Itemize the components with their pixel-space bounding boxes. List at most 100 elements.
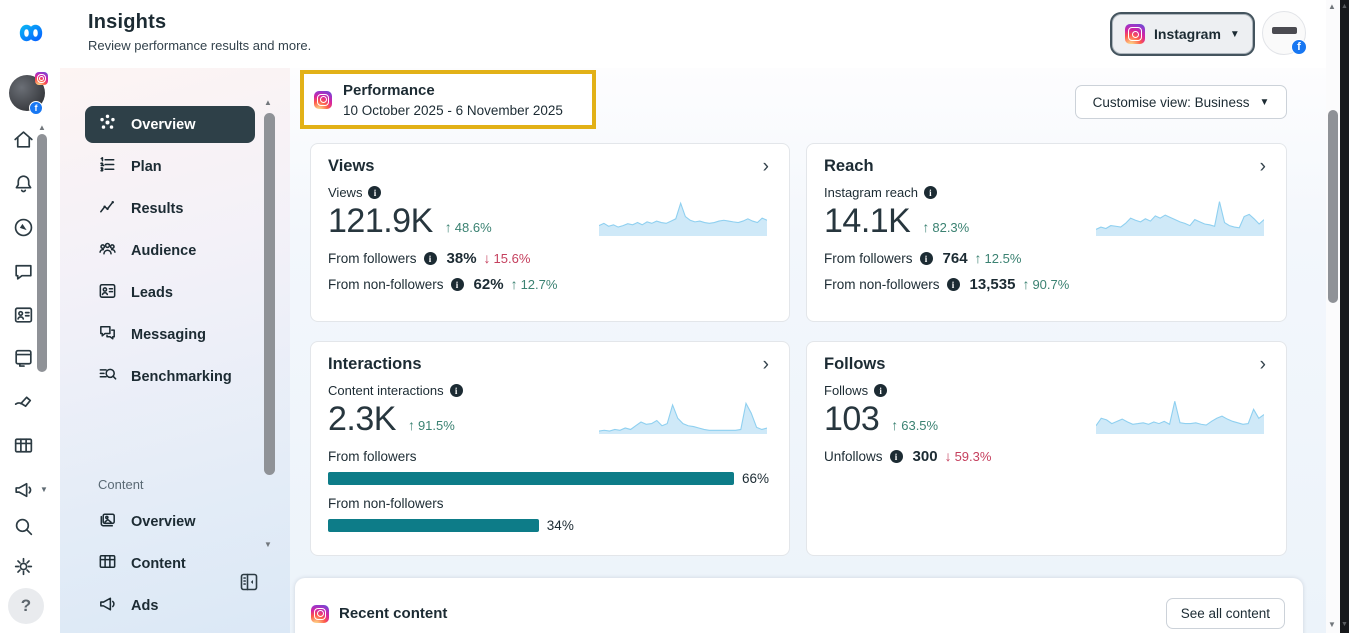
see-all-content-button[interactable]: See all content	[1165, 598, 1285, 629]
leads-icon[interactable]	[9, 300, 37, 328]
sidebar-item-label: Content	[131, 555, 186, 572]
views-card: Views › Views i 121.9K ↑ 48.6% From foll…	[310, 143, 790, 322]
sidebar-item-content-overview[interactable]: Overview	[85, 503, 255, 540]
metric-value: 14.1K	[824, 202, 911, 240]
sidebar-item-results[interactable]: Results	[85, 190, 255, 227]
interactions-sparkline-chart	[599, 394, 767, 434]
page-title: Insights	[88, 11, 167, 33]
edge-scroll-down-icon: ▼	[1341, 621, 1348, 628]
sidebar-item-leads[interactable]: Leads	[85, 274, 255, 311]
stat-delta: ↑ 12.5%	[975, 250, 1022, 266]
sidebar-item-label: Results	[131, 200, 184, 217]
search-icon[interactable]	[9, 512, 37, 540]
sidebar-item-label: Overview	[131, 513, 196, 530]
metric-value: 103	[824, 400, 880, 438]
info-icon[interactable]: i	[946, 278, 960, 291]
recent-content-title: Recent content	[339, 605, 448, 622]
home-icon[interactable]	[9, 125, 37, 153]
ads-manager-icon[interactable]	[9, 213, 37, 241]
chevron-down-icon: ▼	[1259, 96, 1270, 108]
info-icon[interactable]: i	[919, 252, 933, 265]
trend-arrow-icon: ↑	[444, 219, 452, 235]
trend-arrow-icon: ↑	[922, 219, 930, 235]
info-icon[interactable]: i	[449, 384, 463, 397]
help-button[interactable]: ?	[8, 588, 44, 624]
bar-label: From followers	[328, 449, 417, 464]
promote-icon[interactable]	[9, 475, 37, 503]
sidebar-item-label: Leads	[131, 284, 173, 301]
sidebar-item-overview[interactable]: Overview	[85, 106, 255, 143]
bar-percent: 34%	[546, 518, 574, 533]
card-title: Follows	[824, 355, 886, 373]
sidebar-scroll-down-icon[interactable]: ▼	[264, 540, 272, 549]
info-icon[interactable]: i	[889, 450, 903, 463]
leads-icon	[97, 280, 118, 306]
sidebar-item-plan[interactable]: Plan	[85, 148, 255, 185]
sidebar-item-messaging[interactable]: Messaging	[85, 316, 255, 353]
info-icon[interactable]: i	[923, 186, 937, 199]
scroll-up-icon[interactable]: ▲	[1328, 2, 1336, 11]
page-subtitle: Review performance results and more.	[88, 38, 312, 53]
meta-logo-icon[interactable]	[10, 18, 52, 48]
performance-highlight: Performance 10 October 2025 - 6 November…	[300, 70, 596, 129]
sidebar-item-benchmarking[interactable]: Benchmarking	[85, 358, 255, 395]
recent-content-card: Recent content See all content	[295, 578, 1303, 633]
metric-value: 2.3K	[328, 400, 396, 438]
audience-icon	[97, 238, 118, 264]
metric-cards-grid: Views › Views i 121.9K ↑ 48.6% From foll…	[310, 143, 1287, 556]
trend-arrow-icon: ↑	[974, 250, 982, 266]
profile-avatar[interactable]: f	[9, 72, 48, 115]
benchmarking-icon	[97, 364, 118, 390]
tables-icon[interactable]	[9, 431, 37, 459]
stat-label: From followers	[328, 251, 417, 266]
rail-scroll-up-icon[interactable]: ▲	[38, 123, 46, 132]
card-title: Views	[328, 157, 375, 175]
delta-value: 82.3%	[932, 220, 970, 235]
facebook-badge-icon: f	[1291, 39, 1307, 55]
planner-icon[interactable]	[9, 343, 37, 371]
sidebar-item-audience[interactable]: Audience	[85, 232, 255, 269]
page-scrollbar[interactable]: ▲ ▼	[1326, 0, 1340, 633]
business-avatar[interactable]: f	[1262, 11, 1307, 55]
sidebar-scroll-up-icon[interactable]: ▲	[264, 98, 272, 107]
chevron-right-icon[interactable]: ›	[1259, 156, 1266, 177]
rail-scrollbar[interactable]	[37, 134, 47, 372]
metric-label: Views	[328, 185, 363, 200]
chevron-right-icon[interactable]: ›	[762, 354, 769, 375]
chevron-right-icon[interactable]: ›	[762, 156, 769, 177]
trend-arrow-icon: ↑	[891, 417, 899, 433]
info-icon[interactable]: i	[368, 186, 382, 199]
stat-delta: ↑ 90.7%	[1022, 276, 1069, 292]
settings-icon[interactable]	[9, 552, 37, 580]
create-icon[interactable]	[9, 387, 37, 415]
account-selector-button[interactable]: Instagram ▼	[1112, 14, 1253, 54]
performance-date-range: 10 October 2025 - 6 November 2025	[343, 102, 563, 118]
info-icon[interactable]: i	[874, 384, 888, 397]
notifications-icon[interactable]	[9, 169, 37, 197]
sidebar-item-ads[interactable]: Ads	[85, 587, 255, 624]
collapse-sidebar-button[interactable]	[238, 571, 260, 593]
chevron-right-icon[interactable]: ›	[1259, 354, 1266, 375]
delta-value: 59.3%	[954, 449, 992, 464]
sidebar-item-content[interactable]: Content	[85, 545, 255, 582]
delta-value: 63.5%	[901, 418, 939, 433]
info-icon[interactable]: i	[450, 278, 464, 291]
scroll-down-icon[interactable]: ▼	[1328, 620, 1336, 629]
stat-value: 764	[942, 250, 968, 267]
scrollbar-thumb[interactable]	[1328, 110, 1338, 303]
main-content: Performance 10 October 2025 - 6 November…	[290, 68, 1326, 633]
info-icon[interactable]: i	[423, 252, 437, 265]
delta-value: 91.5%	[417, 418, 455, 433]
performance-title: Performance	[343, 81, 435, 99]
customise-view-button[interactable]: Customise view: Business ▼	[1075, 85, 1287, 119]
stat-label: From non-followers	[328, 277, 444, 292]
sidebar-scrollbar[interactable]	[264, 113, 275, 475]
metric-value: 121.9K	[328, 202, 433, 240]
account-selector-label: Instagram	[1154, 26, 1221, 42]
content-section-label: Content	[98, 477, 144, 492]
bar-label: From non-followers	[328, 496, 444, 511]
messages-icon[interactable]	[9, 257, 37, 285]
content-table-icon	[97, 551, 118, 577]
delta-value: 15.6%	[493, 251, 531, 266]
metric-label: Instagram reach	[824, 185, 918, 200]
